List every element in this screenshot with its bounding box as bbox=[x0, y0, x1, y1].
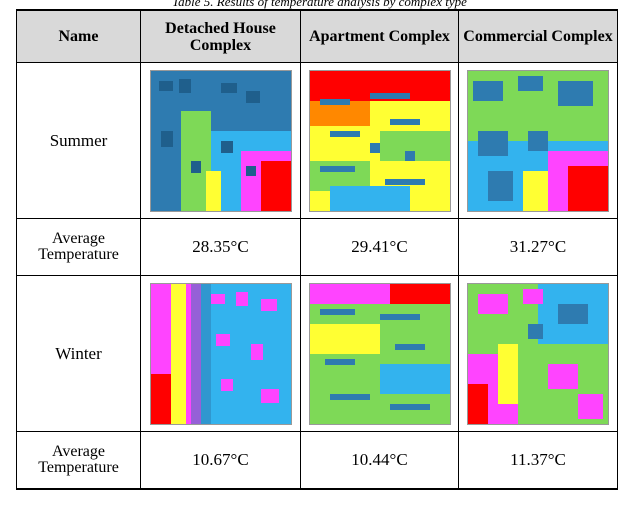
winter-detached-map bbox=[149, 282, 292, 425]
summer-commercial-map bbox=[467, 69, 609, 212]
winter-commercial-map bbox=[467, 282, 609, 425]
header-name: Name bbox=[16, 9, 141, 63]
winter-commercial-cell bbox=[458, 275, 618, 432]
summer-commercial-cell bbox=[458, 62, 618, 219]
header-commercial: Commercial Complex bbox=[458, 9, 618, 63]
header-apartment: Apartment Complex bbox=[300, 9, 459, 63]
table-caption: Table 5. Results of temperature analysis… bbox=[172, 0, 467, 9]
summer-average-row: Average Temperature 28.35°C 29.41°C 31.2… bbox=[16, 218, 618, 276]
summer-apartment-cell bbox=[300, 62, 459, 219]
winter-apartment-temp: 10.44°C bbox=[300, 431, 459, 490]
winter-row: Winter bbox=[16, 275, 618, 432]
temperature-table: Name Detached House Complex Apartment Co… bbox=[16, 9, 618, 490]
winter-commercial-temp: 11.37°C bbox=[458, 431, 618, 490]
winter-average-label: Average Temperature bbox=[16, 431, 141, 490]
summer-commercial-temp: 31.27°C bbox=[458, 218, 618, 276]
header-detached-house: Detached House Complex bbox=[140, 9, 301, 63]
winter-detached-cell bbox=[140, 275, 301, 432]
winter-average-row: Average Temperature 10.67°C 10.44°C 11.3… bbox=[16, 431, 618, 490]
summer-detached-cell bbox=[140, 62, 301, 219]
summer-row: Summer bbox=[16, 62, 618, 219]
winter-apartment-map bbox=[308, 282, 451, 425]
summer-apartment-temp: 29.41°C bbox=[300, 218, 459, 276]
winter-label: Winter bbox=[16, 275, 141, 432]
winter-detached-temp: 10.67°C bbox=[140, 431, 301, 490]
summer-average-label: Average Temperature bbox=[16, 218, 141, 276]
summer-detached-map bbox=[149, 69, 292, 212]
summer-apartment-map bbox=[308, 69, 451, 212]
summer-label: Summer bbox=[16, 62, 141, 219]
header-row: Name Detached House Complex Apartment Co… bbox=[16, 9, 618, 63]
summer-detached-temp: 28.35°C bbox=[140, 218, 301, 276]
winter-apartment-cell bbox=[300, 275, 459, 432]
